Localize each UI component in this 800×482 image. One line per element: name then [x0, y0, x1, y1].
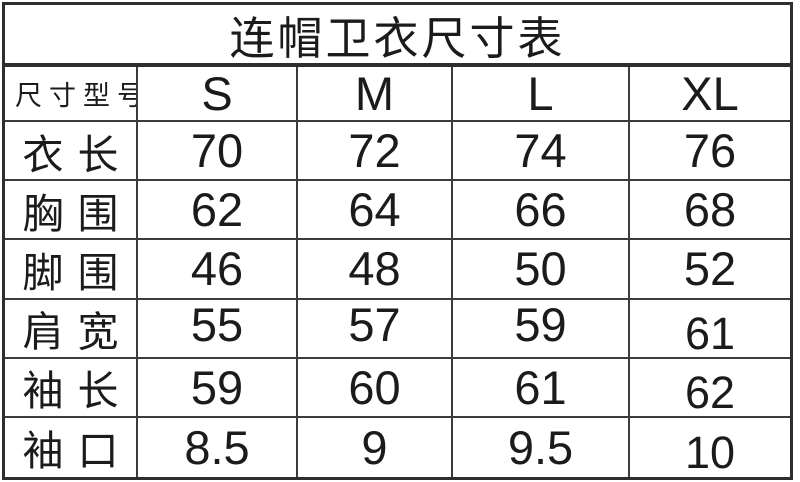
value: 48: [348, 242, 401, 296]
table-row-shoulder: 肩宽 55 57 59 61: [5, 299, 790, 359]
value-cell: 62: [630, 358, 790, 418]
value-cell: 50: [453, 240, 630, 300]
value-cell: 76: [630, 122, 790, 182]
header-size-model-label: 尺寸型号: [15, 81, 138, 111]
value-cell: 59: [453, 299, 630, 359]
value-cell: 48: [298, 240, 453, 300]
value: 70: [190, 124, 244, 178]
value: 61: [684, 308, 736, 359]
value-cell: 55: [138, 299, 298, 359]
header-size-l-cell: L: [453, 67, 630, 122]
row-label-cell: 袖口: [5, 417, 138, 478]
value: 57: [348, 299, 401, 351]
row-label: 衣长: [22, 131, 133, 178]
table-row-garment-length: 衣长 70 72 74 76: [5, 122, 790, 182]
value: 62: [190, 183, 244, 237]
value-cell: 68: [630, 181, 790, 241]
row-label-cell: 胸围: [5, 181, 138, 241]
row-label-cell: 肩宽: [5, 299, 138, 359]
table-row-hem: 脚围 46 48 50 52: [5, 240, 790, 300]
header-size-m-cell: M: [298, 67, 453, 122]
value-cell: 46: [138, 240, 298, 300]
size-xl-label: XL: [681, 67, 739, 120]
row-label-cell: 脚围: [5, 240, 138, 300]
table-row-sleeve-length: 袖长 59 60 61 62: [5, 358, 790, 418]
value-cell: 72: [298, 122, 453, 182]
row-label: 胸围: [22, 190, 133, 237]
row-label-cell: 衣长: [5, 122, 138, 182]
value-cell: 61: [630, 299, 790, 359]
row-label: 脚围: [22, 249, 133, 296]
table-row-cuff: 袖口 8.5 9 9.5 10: [5, 417, 790, 478]
value: 59: [514, 299, 567, 351]
value: 10: [684, 427, 736, 478]
chart-title: 连帽卫衣尺寸表: [5, 5, 790, 67]
value: 52: [683, 242, 737, 296]
value-cell: 59: [138, 358, 298, 418]
value: 68: [683, 183, 737, 237]
value: 9: [361, 420, 388, 474]
value-cell: 52: [630, 240, 790, 300]
value: 64: [348, 183, 401, 237]
row-label-cell: 袖长: [5, 358, 138, 418]
value-cell: 10: [630, 417, 790, 478]
value-cell: 60: [298, 358, 453, 418]
row-label: 袖长: [22, 368, 133, 415]
value: 62: [684, 367, 736, 418]
value: 50: [514, 242, 567, 296]
value-cell: 9.5: [453, 417, 630, 478]
value-cell: 8.5: [138, 417, 298, 478]
size-m-label: M: [354, 67, 395, 120]
value: 72: [348, 124, 401, 178]
value-cell: 74: [453, 122, 630, 182]
value: 74: [514, 124, 567, 178]
size-s-label: S: [201, 67, 233, 120]
value: 66: [514, 183, 567, 237]
table-row-chest: 胸围 62 64 66 68: [5, 181, 790, 241]
value: 55: [190, 299, 244, 351]
row-label: 袖口: [22, 428, 133, 475]
value: 60: [348, 360, 401, 414]
value-cell: 64: [298, 181, 453, 241]
value: 61: [514, 360, 567, 414]
value-cell: 57: [298, 299, 453, 359]
value: 8.5: [184, 420, 250, 474]
value-cell: 70: [138, 122, 298, 182]
size-l-label: L: [527, 67, 554, 120]
header-row: 尺寸型号 S M L XL: [5, 67, 790, 122]
value-cell: 62: [138, 181, 298, 241]
header-size-xl-cell: XL: [630, 67, 790, 122]
value-cell: 9: [298, 417, 453, 478]
value-cell: 61: [453, 358, 630, 418]
value: 59: [190, 360, 244, 414]
value: 46: [190, 242, 244, 296]
header-size-s-cell: S: [138, 67, 298, 122]
value: 9.5: [507, 420, 574, 474]
header-size-model-cell: 尺寸型号: [5, 67, 138, 122]
value-cell: 66: [453, 181, 630, 241]
value: 76: [683, 124, 737, 178]
row-label: 肩宽: [22, 309, 133, 356]
